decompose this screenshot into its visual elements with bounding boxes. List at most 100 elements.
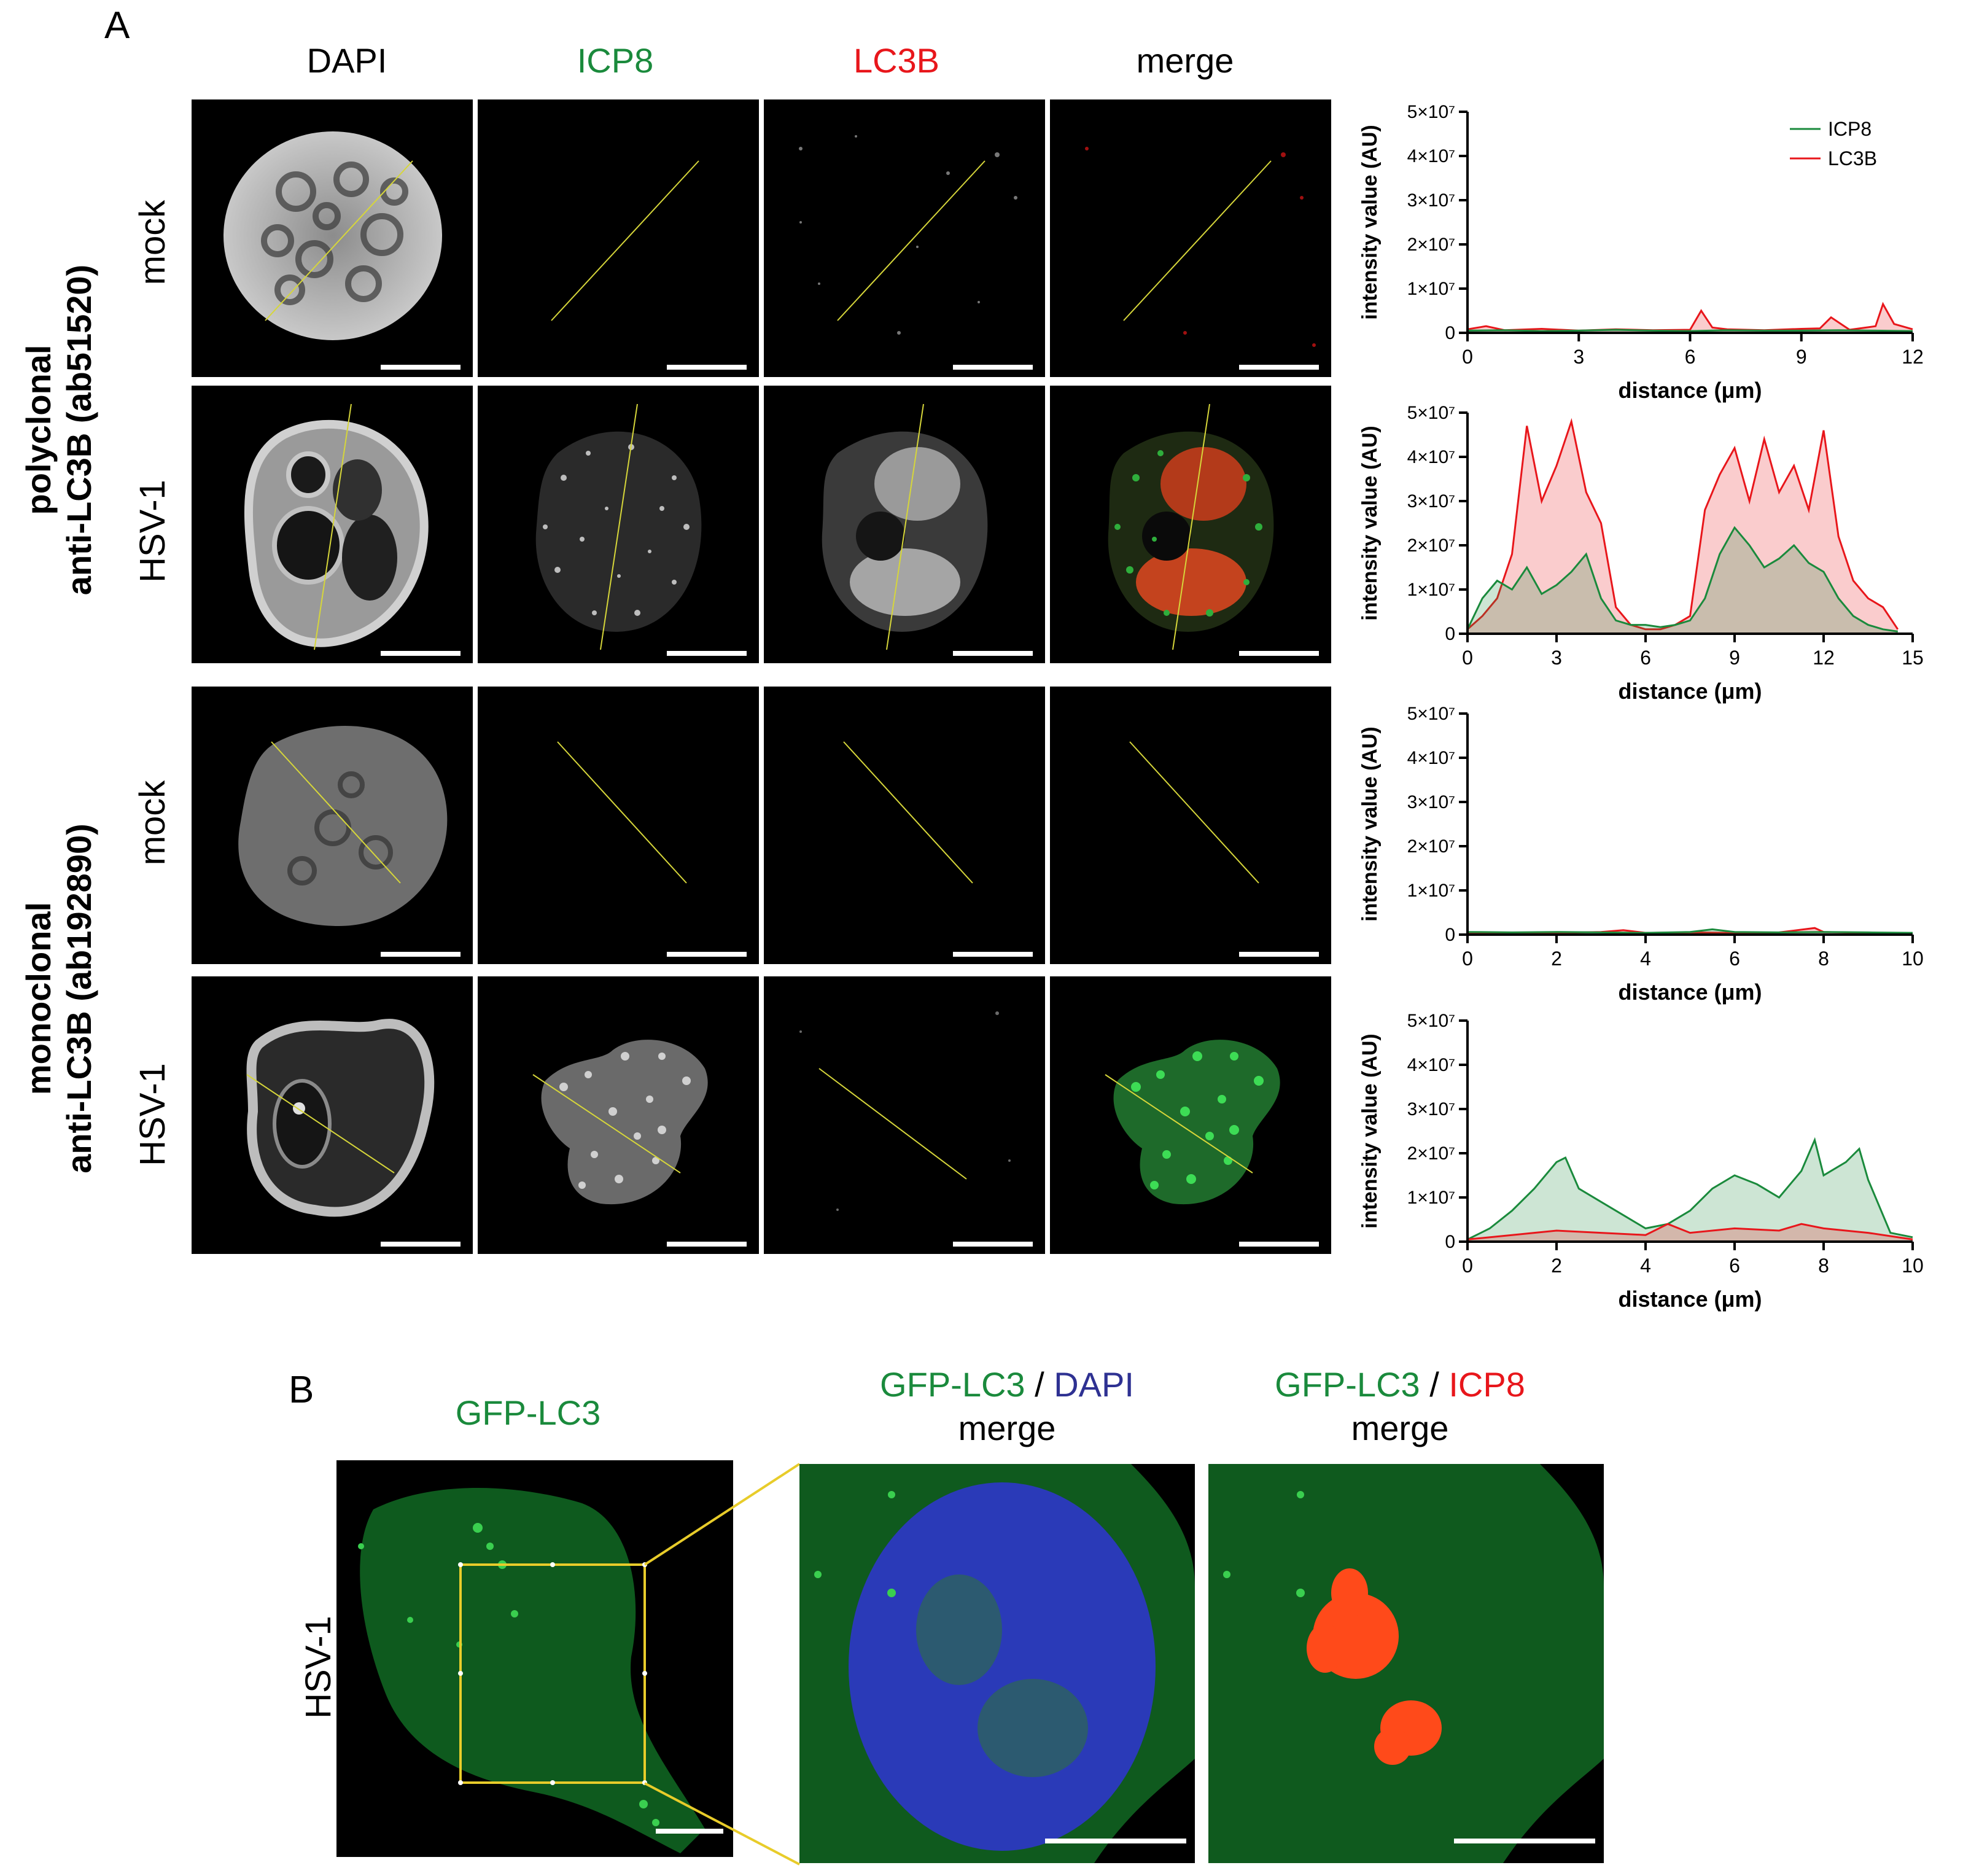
header-gfp-lc3: GFP-LC3 xyxy=(1275,1365,1420,1404)
micrograph-merge-mono-hsv1 xyxy=(1050,976,1331,1254)
intensity-plot-1: 0 1×10⁷ 2×10⁷ 3×10⁷ 4×10⁷ 5×10⁷ 0 3 6 9 12 distance… xyxy=(1351,92,1940,418)
row-label-mock-1: mock xyxy=(133,200,173,286)
column-header-dapi: DAPI xyxy=(306,41,387,80)
header-separator: / xyxy=(1025,1365,1054,1404)
y-axis-title: intensity value (AU) xyxy=(1358,1033,1382,1228)
intensity-plot-4: 0 1×10⁷ 2×10⁷ 3×10⁷ 4×10⁷ 5×10⁷ 0 2 4 6 8 10 distanc… xyxy=(1351,1001,1940,1326)
micrograph-merge-mono-mock xyxy=(1050,687,1331,964)
y-tick-label: 1×10⁷ xyxy=(1407,279,1455,299)
x-tick-label: 12 xyxy=(1813,647,1835,669)
scale-bar xyxy=(953,365,1033,370)
scale-bar xyxy=(1045,1839,1186,1843)
micrograph-lc3b-mono-hsv1 xyxy=(764,976,1045,1254)
intensity-plot-3: 0 1×10⁷ 2×10⁷ 3×10⁷ 4×10⁷ 5×10⁷ 0 2 4 6 8 10 distanc… xyxy=(1351,694,1940,1019)
panel-b-letter: B xyxy=(289,1369,314,1411)
x-tick-label: 6 xyxy=(1729,1255,1740,1277)
x-tick-label: 0 xyxy=(1462,1255,1473,1277)
x-axis-title: distance (μm) xyxy=(1618,679,1762,704)
scale-bar xyxy=(667,1242,747,1247)
micrograph-lc3b-poly-hsv1 xyxy=(764,386,1045,663)
scale-bar xyxy=(1239,952,1319,957)
micrograph-icp8-mono-hsv1 xyxy=(478,976,759,1254)
series-area-icp8 xyxy=(1467,527,1898,634)
series-line-icp8 xyxy=(1467,928,1913,934)
row-label-hsv1-2: HSV-1 xyxy=(133,1063,173,1166)
column-header-lc3b: LC3B xyxy=(853,41,940,80)
x-tick-label: 10 xyxy=(1902,948,1924,970)
legend-label-icp8: ICP8 xyxy=(1828,118,1872,140)
x-tick-label: 0 xyxy=(1462,647,1473,669)
group-label-monoclonal-line1: monoclonal xyxy=(19,901,58,1096)
x-tick-label: 9 xyxy=(1796,346,1807,368)
micrograph-dapi-mono-hsv1 xyxy=(192,976,473,1254)
micrograph-merge-poly-mock xyxy=(1050,99,1331,377)
header-icp8: ICP8 xyxy=(1448,1365,1525,1404)
micrograph-gfp-lc3-dapi-merge xyxy=(799,1464,1195,1863)
scale-bar xyxy=(381,651,461,656)
y-tick-label: 3×10⁷ xyxy=(1407,1099,1455,1119)
micrograph-merge-poly-hsv1 xyxy=(1050,386,1331,663)
y-tick-label: 1×10⁷ xyxy=(1407,580,1455,600)
y-tick-label: 4×10⁷ xyxy=(1407,447,1455,467)
header-dapi: DAPI xyxy=(1054,1365,1134,1404)
zoom-connector-lines xyxy=(643,1463,801,1866)
micrograph-icp8-mono-mock xyxy=(478,687,759,964)
x-tick-label: 6 xyxy=(1729,948,1740,970)
scale-bar xyxy=(1239,651,1319,656)
y-tick-label: 3×10⁷ xyxy=(1407,792,1455,812)
panel-b-header-gfp-lc3: GFP-LC3 xyxy=(405,1393,651,1433)
series-line-lc3b xyxy=(1467,1223,1913,1240)
micrograph-icp8-poly-mock xyxy=(478,99,759,377)
group-label-monoclonal-line2: anti-LC3B (ab192890) xyxy=(60,823,98,1173)
scale-bar xyxy=(656,1829,723,1834)
scale-bar xyxy=(381,1242,461,1247)
micrograph-gfp-lc3-icp8-merge xyxy=(1208,1464,1604,1863)
x-tick-label: 3 xyxy=(1551,647,1562,669)
scale-bar xyxy=(953,952,1033,957)
x-axis-title: distance (μm) xyxy=(1618,378,1762,403)
x-tick-label: 8 xyxy=(1818,948,1829,970)
scale-bar xyxy=(381,365,461,370)
header-merge: merge xyxy=(1351,1409,1449,1447)
header-gfp-lc3: GFP-LC3 xyxy=(880,1365,1025,1404)
y-tick-label: 0 xyxy=(1445,323,1455,343)
column-header-icp8: ICP8 xyxy=(577,41,654,80)
y-tick-label: 5×10⁷ xyxy=(1407,102,1455,122)
micrograph-icp8-poly-hsv1 xyxy=(478,386,759,663)
micrograph-dapi-mono-mock xyxy=(192,687,473,964)
micrograph-gfp-lc3-cell xyxy=(336,1460,733,1857)
scale-bar xyxy=(1454,1839,1595,1843)
group-label-monoclonal: monoclonal anti-LC3B (ab192890) xyxy=(18,790,104,1207)
scale-bar xyxy=(667,952,747,957)
scale-bar xyxy=(1239,1242,1319,1247)
panel-b-header-icp8-merge: GFP-LC3 / ICP8 merge xyxy=(1185,1364,1615,1448)
y-tick-label: 0 xyxy=(1445,1232,1455,1252)
y-tick-label: 3×10⁷ xyxy=(1407,491,1455,512)
panel-b-header-gfp-lc3-text: GFP-LC3 xyxy=(455,1393,601,1432)
scale-bar xyxy=(953,1242,1033,1247)
y-tick-label: 4×10⁷ xyxy=(1407,748,1455,768)
y-tick-label: 2×10⁷ xyxy=(1407,535,1455,556)
micrograph-dapi-poly-mock xyxy=(192,99,473,377)
y-tick-label: 1×10⁷ xyxy=(1407,1188,1455,1208)
scale-bar xyxy=(667,365,747,370)
series-area-lc3b xyxy=(1467,421,1898,634)
legend-label-lc3b: LC3B xyxy=(1828,147,1877,169)
x-tick-label: 0 xyxy=(1462,948,1473,970)
y-tick-label: 2×10⁷ xyxy=(1407,1143,1455,1164)
x-tick-label: 9 xyxy=(1729,647,1740,669)
row-label-hsv1-1: HSV-1 xyxy=(133,480,173,583)
y-tick-label: 5×10⁷ xyxy=(1407,403,1455,423)
scale-bar xyxy=(667,651,747,656)
x-axis-title: distance (μm) xyxy=(1618,979,1762,1005)
row-label-mock-2: mock xyxy=(133,780,173,866)
x-tick-label: 6 xyxy=(1685,346,1696,368)
y-tick-label: 5×10⁷ xyxy=(1407,1011,1455,1031)
x-tick-label: 3 xyxy=(1573,346,1584,368)
y-tick-label: 4×10⁷ xyxy=(1407,146,1455,166)
micrograph-lc3b-poly-mock xyxy=(764,99,1045,377)
y-axis-title: intensity value (AU) xyxy=(1358,726,1382,921)
group-label-polyclonal-line2: anti-LC3B (ab51520) xyxy=(60,264,98,596)
x-tick-label: 2 xyxy=(1551,948,1562,970)
series-area-icp8 xyxy=(1467,1140,1913,1242)
